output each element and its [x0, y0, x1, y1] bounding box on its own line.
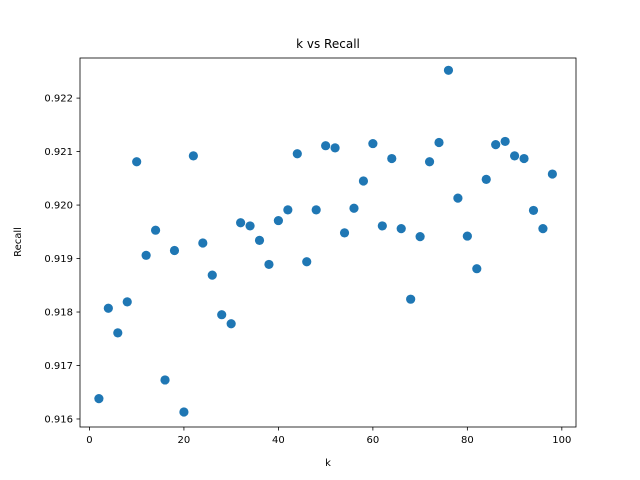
y-tick-label: 0.916: [44, 414, 73, 425]
data-point: [406, 294, 416, 304]
y-tick-label: 0.920: [44, 201, 73, 212]
x-tick-label: 80: [461, 435, 474, 446]
data-point: [311, 205, 321, 215]
data-point: [283, 205, 293, 215]
data-point: [103, 303, 113, 313]
data-point: [292, 149, 302, 159]
y-tick-label: 0.918: [44, 308, 73, 319]
data-point: [481, 174, 491, 184]
data-point: [358, 176, 369, 186]
data-point: [179, 407, 189, 417]
data-point: [273, 215, 283, 226]
y-tick-label: 0.919: [44, 254, 73, 265]
y-tick-label: 0.922: [44, 94, 73, 105]
data-point: [188, 151, 198, 161]
data-point: [377, 221, 387, 231]
data-point: [236, 218, 246, 228]
data-point: [528, 205, 539, 216]
data-point: [387, 153, 397, 164]
data-point: [443, 65, 454, 75]
y-tick-label: 0.917: [44, 361, 73, 372]
data-point: [538, 223, 548, 234]
data-point: [434, 137, 444, 148]
data-point: [169, 245, 180, 256]
data-point: [547, 169, 557, 179]
data-point: [226, 319, 236, 329]
data-point: [491, 140, 501, 150]
data-point: [245, 221, 255, 231]
x-tick-label: 40: [272, 435, 285, 446]
x-tick-label: 60: [367, 435, 380, 446]
plot-area-frame: [79, 57, 577, 428]
data-point: [339, 228, 350, 238]
data-point: [264, 259, 274, 270]
data-point: [198, 238, 208, 248]
data-point: [519, 153, 529, 164]
x-axis-label: k: [325, 458, 331, 469]
data-point: [150, 225, 161, 235]
data-point: [500, 136, 510, 147]
x-tick-label: 100: [552, 435, 571, 446]
data-point: [415, 232, 425, 242]
data-point: [368, 138, 378, 149]
data-point: [160, 375, 170, 385]
data-point: [207, 270, 217, 280]
data-point: [113, 328, 123, 338]
y-axis-label: Recall: [13, 227, 24, 257]
data-point: [141, 250, 151, 260]
x-tick-label: 0: [86, 435, 92, 446]
data-point: [509, 151, 520, 161]
data-point: [302, 257, 312, 267]
chart-title: k vs Recall: [296, 37, 360, 51]
data-point: [349, 203, 359, 213]
data-point: [453, 193, 463, 203]
data-points: [94, 65, 557, 417]
data-point: [330, 143, 340, 153]
y-tick-label: 0.921: [44, 147, 73, 158]
data-point: [217, 310, 227, 320]
data-point: [472, 264, 482, 274]
x-axis-ticks: 0 20 40 60 80 100: [86, 427, 571, 446]
data-point: [254, 235, 265, 245]
data-point: [424, 157, 435, 167]
data-point: [132, 157, 142, 167]
data-point: [94, 394, 104, 404]
data-point: [396, 223, 406, 234]
y-axis-ticks: 0.916 0.917 0.918 0.919 0.920 0.921 0.922: [44, 94, 80, 425]
data-point: [462, 231, 472, 241]
x-tick-label: 20: [178, 435, 191, 446]
data-point: [122, 297, 132, 307]
data-point: [321, 141, 331, 151]
